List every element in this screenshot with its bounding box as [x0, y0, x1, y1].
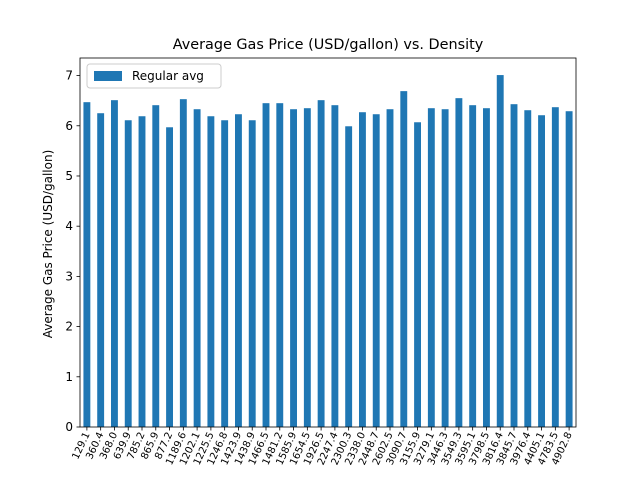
bar	[331, 105, 339, 427]
legend: Regular avg	[86, 63, 222, 89]
chart-title: Average Gas Price (USD/gallon) vs. Densi…	[173, 37, 484, 53]
bar	[524, 110, 532, 428]
bar	[400, 91, 408, 427]
bar	[441, 109, 449, 428]
bar	[111, 100, 118, 428]
bar	[124, 120, 132, 427]
bar	[483, 108, 490, 427]
legend-label: Regular avg	[132, 69, 204, 83]
bar	[276, 103, 284, 428]
y-axis-label: Average Gas Price (USD/gallon)	[41, 150, 55, 339]
y-tick-label: 0	[65, 420, 73, 434]
bar	[455, 98, 463, 427]
y-tick-label: 5	[65, 169, 73, 183]
y-tick-label: 4	[65, 219, 73, 233]
y-tick-label: 7	[65, 69, 73, 83]
bar	[166, 127, 173, 427]
bar	[317, 100, 325, 428]
bar	[290, 109, 297, 428]
bar	[427, 108, 435, 427]
bar	[262, 103, 270, 428]
bar	[152, 105, 160, 427]
bar	[138, 116, 146, 428]
bar	[345, 126, 353, 427]
bar	[414, 122, 421, 427]
legend-swatch	[94, 71, 122, 81]
bar	[372, 114, 380, 427]
y-tick-label: 3	[65, 269, 73, 283]
bar	[193, 109, 201, 428]
bar	[235, 114, 242, 427]
bar	[386, 109, 394, 428]
bar	[248, 120, 256, 427]
bar	[83, 102, 91, 428]
bar	[179, 99, 187, 428]
bar	[565, 111, 573, 427]
bar	[496, 75, 504, 427]
bar	[551, 107, 559, 427]
y-tick-label: 6	[65, 119, 73, 133]
bar	[469, 105, 477, 427]
bar	[303, 108, 311, 427]
bar	[97, 113, 105, 427]
bar	[207, 116, 215, 428]
bar	[359, 112, 366, 427]
bar	[538, 115, 545, 427]
plot-area: 01234567129.1360.4368.0639.9785.2865.987…	[65, 69, 574, 467]
y-tick-label: 2	[65, 320, 73, 334]
legend-frame	[86, 63, 222, 89]
y-tick-label: 1	[65, 370, 73, 384]
bar	[221, 120, 229, 427]
plot-frame	[79, 57, 577, 428]
bar	[510, 104, 518, 427]
